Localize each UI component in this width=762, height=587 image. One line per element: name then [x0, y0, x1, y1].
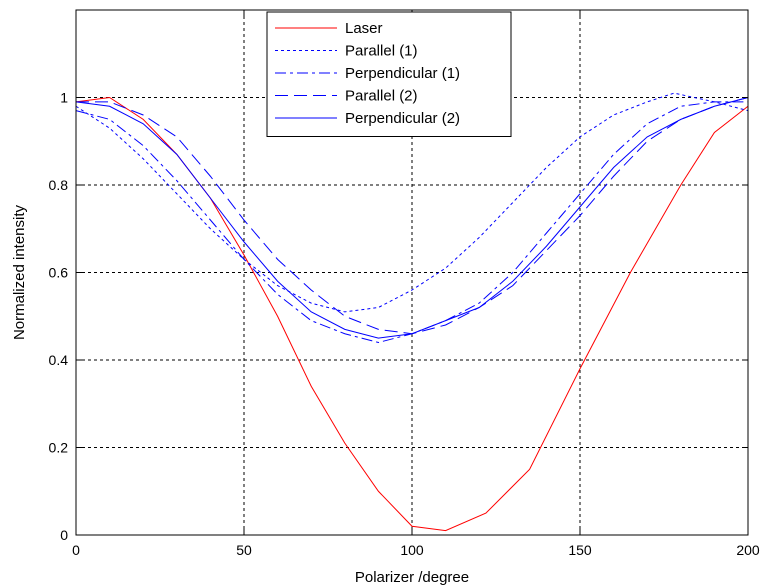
legend-box [266, 11, 512, 137]
x-tick-label: 200 [736, 542, 760, 558]
series-line-5 [75, 97, 749, 339]
y-tick-label: 0 [60, 527, 68, 543]
legend-label: Perpendicular (2) [345, 110, 460, 127]
legend: Laser Parallel (1) Perpendicular (1) Parall… [266, 11, 512, 137]
y-tick-label: 0.2 [49, 440, 69, 456]
tick-layer: 0 50 100 150 200 0 0.2 0.4 0.6 0.8 1 [49, 10, 760, 558]
legend-label: Parallel (1) [345, 43, 418, 60]
y-tick-label: 0.4 [49, 352, 69, 368]
x-tick-label: 0 [72, 542, 80, 558]
y-tick-label: 0.6 [49, 265, 69, 281]
x-axis-label: Polarizer /degree [355, 569, 469, 586]
series-layer [75, 92, 749, 532]
y-tick-label: 0.8 [49, 177, 69, 193]
x-tick-label: 100 [400, 542, 424, 558]
legend-label: Perpendicular (1) [345, 65, 460, 82]
x-tick-label: 150 [568, 542, 592, 558]
x-tick-label: 50 [236, 542, 252, 558]
legend-label: Parallel (2) [345, 88, 418, 105]
legend-label: Laser [345, 20, 383, 37]
y-tick-label: 1 [60, 90, 68, 106]
y-axis-label: Normalized intensity [11, 204, 28, 340]
series-line-2 [75, 92, 749, 313]
